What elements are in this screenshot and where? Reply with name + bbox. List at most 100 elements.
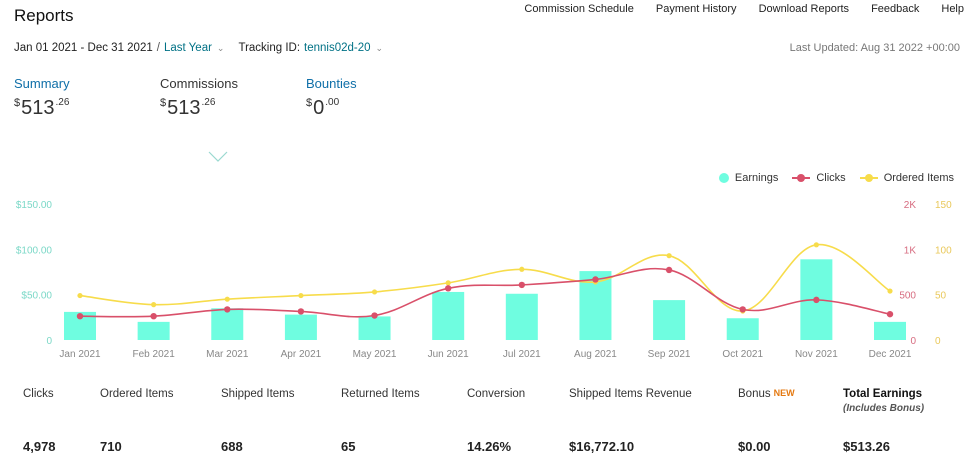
- right-axis-clicks-tick: 2K: [904, 200, 917, 211]
- stats-row: Clicks 4,978 Ordered Items 710 Shipped I…: [0, 388, 978, 468]
- stat-sublabel: (Includes Bonus): [843, 403, 925, 414]
- right-axis-ordered-tick: 50: [935, 291, 947, 302]
- stat-shipped-items-revenue: Shipped Items Revenue $16,772.10: [569, 388, 692, 454]
- stat-label: Total Earnings: [843, 388, 923, 400]
- amount-whole: 513: [167, 97, 201, 119]
- tracking-id-dropdown[interactable]: tennis02d-20: [304, 42, 371, 54]
- x-axis-tick: Aug 2021: [574, 349, 617, 360]
- clicks-point: [150, 313, 157, 320]
- amount-cents: .26: [201, 97, 216, 108]
- x-axis-tick: Jul 2021: [503, 349, 541, 360]
- left-axis-tick: $100.00: [16, 245, 53, 256]
- summary-tabs: Summary $ 513 .26 Commissions $ 513 .26 …: [14, 76, 434, 136]
- bonus-label: Bonus: [738, 388, 771, 400]
- ordered-items-point: [519, 266, 525, 272]
- legend-ordered-items[interactable]: Ordered Items: [859, 172, 954, 184]
- clicks-point: [886, 310, 894, 318]
- tab-bounties-label[interactable]: Bounties: [306, 76, 357, 91]
- currency-symbol: $: [14, 97, 21, 109]
- filter-row: Jan 01 2021 - Dec 31 2021 / Last Year ⌄ …: [14, 42, 383, 54]
- x-axis-tick: Jan 2021: [59, 349, 101, 360]
- x-axis-tick: Mar 2021: [206, 349, 249, 360]
- earnings-bar: [211, 308, 244, 340]
- stat-value: 14.26%: [467, 439, 512, 454]
- tab-commissions[interactable]: Commissions $ 513 .26: [160, 76, 238, 120]
- stat-shipped-items: Shipped Items 688: [221, 388, 295, 454]
- stat-value: $0.00: [738, 439, 771, 454]
- clicks-point: [224, 306, 231, 313]
- clicks-point: [518, 281, 526, 289]
- x-axis-tick: Apr 2021: [281, 349, 322, 360]
- stat-returned-items: Returned Items 65: [341, 388, 420, 454]
- right-axis-ordered-tick: 150: [935, 200, 952, 211]
- stat-label: Shipped Items: [221, 388, 295, 400]
- stat-value: 4,978: [23, 439, 56, 454]
- right-axis-clicks-tick: 500: [899, 291, 916, 302]
- x-axis-tick: Jun 2021: [428, 349, 470, 360]
- earnings-bar: [874, 321, 906, 340]
- x-axis-tick: Feb 2021: [133, 349, 176, 360]
- earnings-bar: [284, 314, 317, 340]
- feedback-link[interactable]: Feedback: [871, 3, 920, 15]
- payment-history-link[interactable]: Payment History: [655, 3, 737, 15]
- right-axis-ordered-tick: 0: [935, 336, 941, 347]
- clicks-point: [739, 306, 746, 313]
- bounties-amount: $ 0 .00: [306, 97, 357, 120]
- left-axis-tick: $150.00: [16, 200, 53, 211]
- right-axis-clicks-tick: 0: [910, 336, 916, 347]
- earnings-bar: [432, 291, 465, 340]
- currency-symbol: $: [306, 97, 313, 109]
- chevron-down-icon[interactable]: ⌄: [375, 42, 384, 53]
- currency-symbol: $: [160, 97, 167, 109]
- tab-summary[interactable]: Summary $ 513 .26: [14, 76, 70, 120]
- clicks-swatch: [792, 173, 811, 183]
- download-reports-link[interactable]: Download Reports: [758, 3, 850, 15]
- stat-ordered-items: Ordered Items 710: [100, 388, 174, 454]
- last-updated: Last Updated: Aug 31 2022 +00:00: [789, 42, 960, 54]
- top-nav: Commission Schedule Payment History Down…: [502, 3, 964, 15]
- stat-conversion: Conversion 14.26%: [467, 388, 525, 454]
- stat-value: 710: [100, 439, 122, 454]
- clicks-point: [444, 285, 452, 292]
- earnings-bar: [653, 300, 686, 340]
- stat-label: Clicks: [23, 388, 54, 400]
- left-axis-tick: $50.00: [21, 291, 52, 302]
- ordered-items-point: [813, 242, 819, 248]
- commission-schedule-link[interactable]: Commission Schedule: [524, 3, 634, 15]
- left-axis-tick: 0: [46, 336, 52, 347]
- stat-clicks: Clicks 4,978: [23, 388, 56, 454]
- earnings-bar: [137, 321, 170, 340]
- clicks-point: [665, 266, 673, 274]
- legend-clicks[interactable]: Clicks: [792, 172, 846, 184]
- summary-amount: $ 513 .26: [14, 97, 70, 120]
- ordered-items-point: [224, 296, 230, 302]
- amount-whole: 0: [313, 97, 325, 119]
- tab-indicator-chevron-icon: [208, 151, 228, 162]
- stat-value: $513.26: [843, 439, 890, 454]
- tab-bounties[interactable]: Bounties $ 0 .00: [306, 76, 357, 120]
- help-link[interactable]: Help: [941, 3, 964, 15]
- stat-label: Ordered Items: [100, 388, 174, 400]
- ordered-items-line: [79, 243, 891, 312]
- stat-value: $16,772.10: [569, 439, 635, 454]
- legend-earnings-label: Earnings: [734, 172, 779, 184]
- chevron-down-icon[interactable]: ⌄: [216, 42, 225, 53]
- earnings-bar: [358, 316, 391, 340]
- earnings-bar: [726, 318, 759, 340]
- tab-summary-label[interactable]: Summary: [14, 76, 70, 91]
- ordered-items-point: [371, 289, 378, 295]
- ordered-items-swatch: [859, 173, 878, 183]
- tracking-id-label: Tracking ID:: [238, 42, 301, 54]
- earnings-swatch: [718, 173, 729, 183]
- clicks-line: [79, 267, 891, 318]
- new-badge: NEW: [773, 388, 795, 398]
- clicks-point: [371, 312, 378, 319]
- tab-commissions-label[interactable]: Commissions: [160, 76, 239, 91]
- legend-earnings[interactable]: Earnings: [718, 172, 779, 184]
- stat-label: Bonus NEW: [738, 388, 795, 400]
- x-axis-tick: Nov 2021: [795, 349, 838, 360]
- stat-label: Shipped Items Revenue: [569, 388, 692, 400]
- x-axis-tick: May 2021: [353, 349, 397, 360]
- period-dropdown[interactable]: Last Year: [163, 42, 212, 54]
- right-axis-clicks-tick: 1K: [904, 245, 917, 256]
